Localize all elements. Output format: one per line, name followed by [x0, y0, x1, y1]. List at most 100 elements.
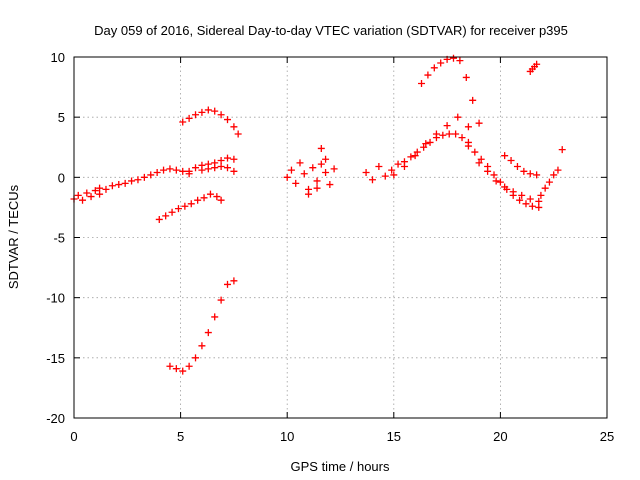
y-tick-label: -5 [53, 231, 65, 246]
data-point-plus [437, 59, 445, 67]
data-point-plus [296, 159, 304, 167]
data-point-plus [74, 191, 82, 199]
data-point-plus [445, 130, 453, 138]
data-point-plus [407, 153, 415, 161]
data-point-plus [509, 188, 517, 196]
data-point-plus [496, 178, 504, 186]
data-point-plus [518, 191, 526, 199]
data-point-plus [128, 177, 136, 185]
data-point-plus [174, 205, 182, 213]
data-point-plus [535, 197, 543, 205]
data-point-plus [456, 57, 464, 65]
data-point-plus [300, 170, 308, 178]
data-point-plus [230, 123, 238, 131]
data-point-plus [230, 277, 238, 285]
data-point-plus [464, 142, 472, 150]
data-point-plus [96, 190, 104, 198]
data-point-plus [317, 144, 325, 152]
y-tick-label: -10 [46, 291, 65, 306]
data-point-plus [426, 138, 434, 146]
grid-lines [74, 57, 607, 418]
data-point-plus [322, 169, 330, 177]
data-point-plus [492, 177, 500, 185]
data-point-plus [230, 167, 238, 175]
data-point-plus [198, 166, 206, 174]
data-point-plus [194, 196, 202, 204]
data-point-plus [187, 200, 195, 208]
y-tick-label: -20 [46, 411, 65, 426]
data-point-plus [102, 185, 110, 193]
data-point-plus [541, 184, 549, 192]
data-point-plus [108, 182, 116, 190]
data-point-plus [458, 134, 466, 142]
data-point-plus [204, 329, 212, 337]
data-point-plus [153, 169, 161, 177]
data-point-plus [224, 116, 232, 124]
data-point-plus [217, 111, 225, 119]
data-point-plus [217, 163, 225, 171]
data-point-plus [91, 187, 99, 195]
data-point-plus [439, 131, 447, 139]
chart-title: Day 059 of 2016, Sidereal Day-to-day VTE… [94, 23, 568, 38]
data-point-plus [121, 179, 129, 187]
data-point-plus [452, 130, 460, 138]
data-point-plus [528, 202, 536, 210]
data-point-plus [418, 79, 426, 87]
data-point-plus [179, 118, 187, 126]
data-point-plus [179, 367, 187, 375]
data-point-plus [422, 140, 430, 148]
data-point-plus [462, 73, 470, 81]
data-point-plus [198, 342, 206, 350]
data-point-plus [230, 155, 238, 163]
data-point-plus [516, 196, 524, 204]
data-point-plus [87, 193, 95, 201]
y-tick-label: 10 [51, 50, 65, 65]
data-point-plus [140, 173, 148, 181]
data-point-plus [432, 130, 440, 138]
data-point-plus [147, 171, 155, 179]
data-point-plus [134, 176, 142, 184]
data-point-plus [469, 96, 477, 104]
data-point-plus [513, 163, 521, 171]
data-point-plus [484, 167, 492, 175]
data-point-plus [317, 160, 325, 168]
data-point-plus [537, 191, 545, 199]
data-point-plus [192, 354, 200, 362]
data-point-plus [185, 362, 193, 370]
data-point-plus [283, 173, 291, 181]
data-point-plus [449, 54, 457, 62]
data-point-plus [545, 178, 553, 186]
data-point-plus [420, 143, 428, 151]
y-axis-label: SDTVAR / TECUs [6, 184, 21, 289]
data-point-plus [166, 362, 174, 370]
y-tick-label: 5 [58, 110, 65, 125]
data-point-plus [83, 189, 91, 197]
data-point-plus [475, 159, 483, 167]
data-point-plus [326, 181, 334, 189]
data-point-plus [217, 196, 225, 204]
data-point-plus [179, 167, 187, 175]
data-point-plus [471, 148, 479, 156]
data-point-plus [507, 156, 515, 164]
data-point-plus [313, 184, 321, 192]
data-point-plus [443, 122, 451, 130]
data-point-plus [533, 171, 541, 179]
y-tick-label: -15 [46, 351, 65, 366]
data-point-plus [160, 166, 168, 174]
x-tick-label: 15 [387, 429, 401, 444]
data-point-plus [211, 313, 219, 321]
data-point-plus [172, 365, 180, 373]
data-point-plus [168, 208, 176, 216]
data-point-plus [185, 114, 193, 122]
data-point-plus [475, 119, 483, 127]
data-point-plus [224, 280, 232, 288]
data-point-plus [362, 169, 370, 177]
data-point-plus [224, 154, 232, 162]
data-point-plus [204, 106, 212, 114]
data-point-plus [381, 172, 389, 180]
x-tick-label: 5 [177, 429, 184, 444]
data-point-plus [394, 160, 402, 168]
x-tick-label: 10 [280, 429, 294, 444]
x-tick-label: 20 [493, 429, 507, 444]
